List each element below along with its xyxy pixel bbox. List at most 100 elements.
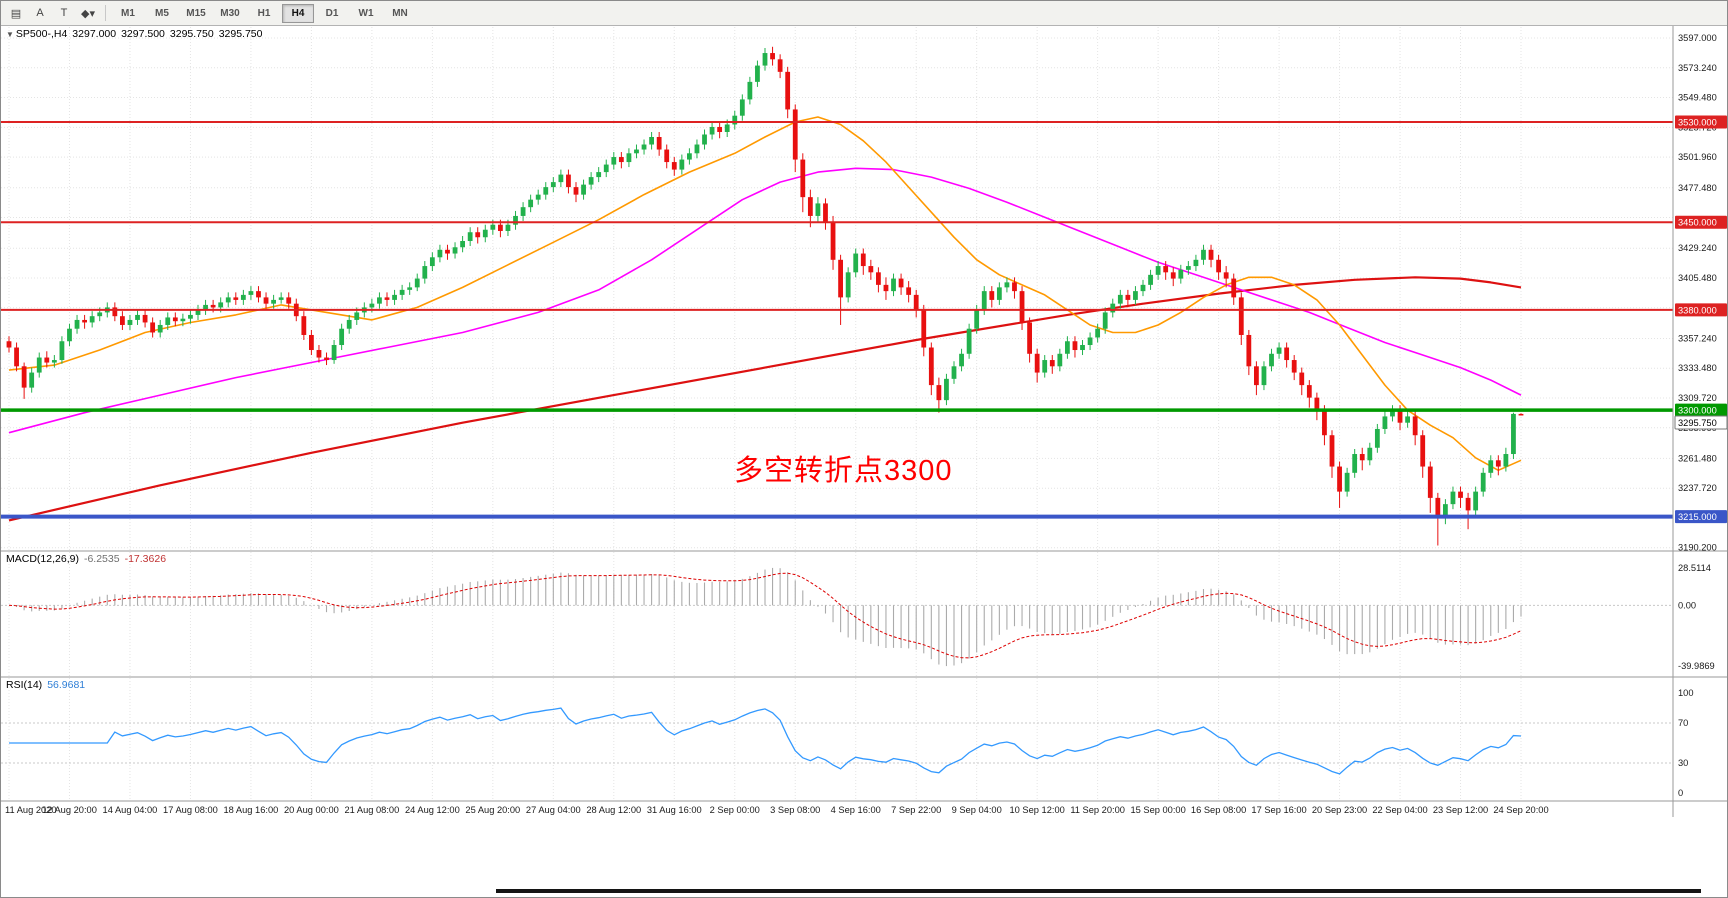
time-axis-label: 15 Sep 00:00 [1130,805,1185,815]
ma-mid-magenta [8,167,1522,434]
rsi-axis-label: 70 [1678,718,1688,728]
macd-signal-line [8,572,1522,659]
open-value: 3297.000 [72,28,117,40]
price-tag [1675,215,1727,229]
price-tick-label: 3405.480 [1678,273,1717,283]
rsi-indicator-header: RSI(14) 56.9681 [6,679,90,691]
price-tag [1675,510,1727,524]
timeframe-m30-button[interactable]: M30 [220,7,240,19]
time-axis-label: 21 Aug 08:00 [344,805,399,815]
time-axis-label: 2 Sep 00:00 [710,805,760,815]
time-axis-label: 17 Aug 08:00 [163,805,218,815]
macd-axis-label: -39.9869 [1678,661,1715,671]
time-axis-label: 22 Sep 04:00 [1372,805,1427,815]
high-value: 3297.500 [121,28,165,40]
macd-axis-label: 28.5114 [1678,563,1711,573]
price-tick-label: 3573.240 [1678,63,1717,73]
bottom-scrollbar[interactable] [496,889,1701,893]
time-axis-label: 11 Sep 20:00 [1070,805,1125,815]
timeframe-toolbar: M1 M5 M15 M30 H1 H4 D1 W1 MN [111,3,417,23]
price-tick-label: 3309.720 [1678,393,1717,403]
price-tag-label: 3450.000 [1678,218,1717,228]
macd-axis-label: 0.00 [1678,600,1696,610]
time-axis-label: 28 Aug 12:00 [586,805,641,815]
price-tick-label: 3357.240 [1678,333,1717,343]
price-tick-label: 3261.480 [1678,453,1717,463]
rsi-label: RSI(14) [6,679,43,691]
timeframe-w1-button[interactable]: W1 [358,7,374,19]
timeframe-m15-button[interactable]: M15 [186,7,206,19]
chart-grid-icon[interactable]: ▤ [10,7,22,20]
macd-panel: 28.5114 0.00 -39.9869 [1,563,1715,671]
auto-scroll-a-button[interactable]: A [36,7,44,19]
time-axis-label: 3 Sep 08:00 [770,805,820,815]
time-axis-label: 10 Sep 12:00 [1009,805,1064,815]
price-tick-label: 3237.720 [1678,483,1717,493]
rsi-axis-label: 0 [1678,788,1683,798]
price-tag [1675,403,1727,417]
time-axis-label: 31 Aug 16:00 [647,805,702,815]
low-value: 3295.750 [169,28,214,40]
text-tool-button[interactable]: T [60,7,68,19]
price-tick-label: 3429.240 [1678,243,1717,253]
time-axis-label: 12 Aug 20:00 [42,805,97,815]
time-axis-label: 7 Sep 22:00 [891,805,941,815]
timeframe-m5-button[interactable]: M5 [155,7,169,19]
timeframe-m1-button[interactable]: M1 [121,7,135,19]
rsi-panel: 100 70 30 0 [1,688,1694,798]
time-axis-label: 14 Aug 04:00 [103,805,158,815]
time-axis-label: 20 Aug 00:00 [284,805,339,815]
close-value: 3295.750 [218,28,263,40]
time-axis-label: 11 Aug 2020 [5,805,57,815]
time-axis-label: 23 Sep 12:00 [1433,805,1488,815]
price-tick-label: 3477.480 [1678,183,1717,193]
macd-indicator-header: MACD(12,26,9) -6.2535 -17.3626 [6,553,171,565]
toolbar-separator [105,5,106,21]
price-tag-label: 3215.000 [1678,512,1717,522]
time-axis-label: 4 Sep 16:00 [831,805,881,815]
time-axis-label: 9 Sep 04:00 [952,805,1002,815]
timeframe-mn-button[interactable]: MN [392,7,408,19]
rsi-axis-label: 100 [1678,688,1694,698]
price-axis: 3597.0003573.2403549.4803525.7203501.960… [1674,33,1727,553]
macd-label: MACD(12,26,9) [6,553,79,565]
timeframe-d1-button[interactable]: D1 [325,7,339,19]
collapse-arrow-icon: ▼ [6,30,14,39]
toolbar-left-icons: ▤ A T ◆▾ [4,3,100,23]
time-axis-label: 17 Sep 16:00 [1251,805,1306,815]
rsi-value: 56.9681 [47,679,86,691]
time-axis-label: 24 Sep 20:00 [1493,805,1548,815]
price-tag-label: 3300.000 [1678,406,1717,416]
price-tag-label: 3530.000 [1678,117,1717,127]
macd-main-value: -6.2535 [83,553,120,565]
price-tag [1675,303,1727,317]
price-tick-label: 3501.960 [1678,152,1717,162]
shapes-tool-dropdown-button[interactable]: ◆▾ [81,7,95,20]
ma-fast-orange [8,116,1522,472]
horizontal-lines[interactable] [1,120,1673,519]
price-tag-label: 3380.000 [1678,305,1717,315]
time-axis-label: 20 Sep 23:00 [1312,805,1367,815]
price-tick-label: 3549.480 [1678,93,1717,103]
price-tag [1675,115,1727,129]
macd-signal-value: -17.3626 [124,553,167,565]
time-axis-label: 24 Aug 12:00 [405,805,460,815]
grid-lines [1,27,1673,801]
candlesticks [6,46,1524,546]
price-tick-label: 3333.480 [1678,363,1717,373]
time-axis-label: 25 Aug 20:00 [465,805,520,815]
price-tag [1674,415,1727,430]
chart-ohlc-header: ▼ SP500-,H4 3297.000 3297.500 3295.750 3295.7… [6,28,267,40]
rsi-line [9,707,1522,775]
time-axis-label: 27 Aug 04:00 [526,805,581,815]
timeframe-h1-button[interactable]: H1 [257,7,271,19]
timeframe-h4-button[interactable]: H4 [282,3,314,23]
chart-annotation-text: 多空转折点3300 [734,455,953,487]
price-tag-label: 3295.750 [1678,418,1717,428]
rsi-axis-label: 30 [1678,758,1688,768]
time-axis-label: 16 Sep 08:00 [1191,805,1246,815]
time-axis-label: 18 Aug 16:00 [224,805,279,815]
